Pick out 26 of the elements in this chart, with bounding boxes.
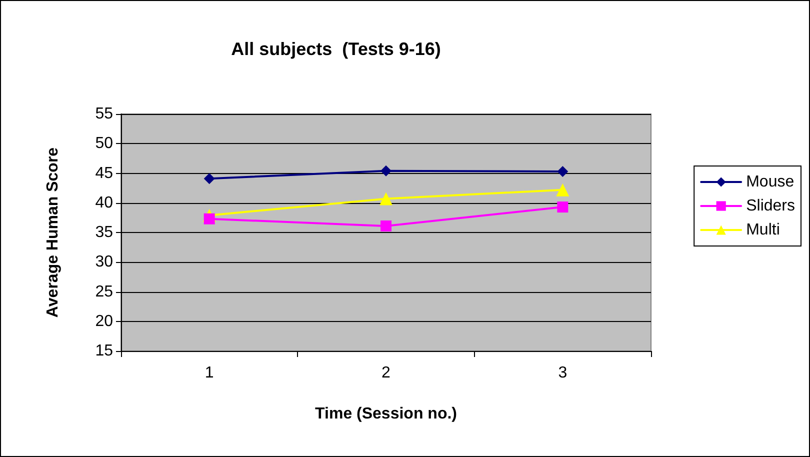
legend-label: Sliders xyxy=(746,198,795,214)
y-tick-label: 55 xyxy=(95,106,114,122)
point xyxy=(380,165,392,176)
legend-label: Multi xyxy=(746,222,780,238)
point xyxy=(380,192,392,206)
point xyxy=(557,202,568,213)
legend-label: Mouse xyxy=(746,174,794,190)
point xyxy=(204,213,215,224)
y-tick-label: 35 xyxy=(95,224,114,241)
y-axis-title: Average Human Score xyxy=(44,147,62,318)
y-tick-label: 50 xyxy=(95,135,114,152)
y-tick-label: 15 xyxy=(95,342,114,360)
point xyxy=(380,220,392,232)
x-tick-label: 2 xyxy=(382,364,391,382)
y-tick-label: 25 xyxy=(95,283,114,300)
y-tick-label: 20 xyxy=(95,312,114,330)
y-tick-label: 30 xyxy=(95,254,114,271)
y-tick-label: 40 xyxy=(95,194,114,212)
point xyxy=(204,173,215,184)
x-axis-title: Time (Session no.) xyxy=(315,406,457,422)
x-tick-label: 1 xyxy=(204,364,214,382)
point xyxy=(557,166,568,177)
chart-title: All subjects (Tests 9-16) xyxy=(231,39,441,59)
point xyxy=(556,183,570,196)
y-tick-label: 45 xyxy=(95,164,114,182)
x-tick-label: 3 xyxy=(558,364,568,382)
